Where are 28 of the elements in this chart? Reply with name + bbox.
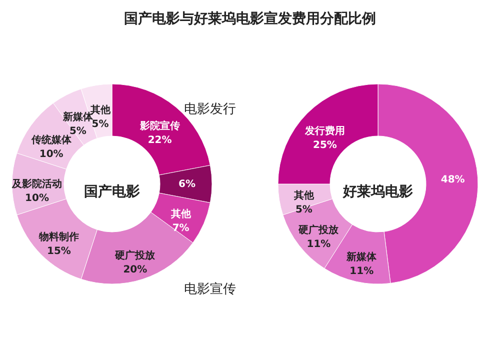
slice-label: 发行费用	[304, 124, 345, 137]
data-label: 10%	[25, 193, 49, 204]
slice-label: 影院宣传	[138, 120, 180, 132]
text: 电影发行	[184, 102, 236, 117]
text: 好莱坞电影	[342, 184, 413, 200]
text: 国产电影	[84, 183, 140, 200]
data-label: 25%	[313, 140, 337, 151]
text: 国产电影与好莱坞电影宣发费用分配比例	[123, 10, 377, 29]
slice-label: 其他	[89, 104, 112, 116]
data-label: 5%	[295, 204, 312, 216]
slice-label: 其他	[292, 190, 315, 202]
slice-label: 其他	[170, 208, 192, 220]
data-label: 48%	[440, 174, 465, 186]
data-label: 20%	[123, 264, 148, 276]
data-label: 7%	[172, 222, 190, 234]
data-label: 22%	[148, 135, 172, 146]
slice-label: 硬广投放	[114, 249, 156, 262]
slice-label: 及影院活动	[11, 178, 62, 190]
data-label: 10%	[39, 148, 64, 160]
data-label: 6%	[178, 179, 196, 190]
data-label: 11%	[306, 238, 331, 250]
data-label: 5%	[92, 118, 109, 130]
data-label: 11%	[350, 266, 374, 278]
slice-label: 硬广投放	[298, 224, 340, 236]
slice-label: 新媒体	[346, 251, 378, 264]
slice-label: 物料制作	[38, 231, 79, 244]
text: 电影宣传	[184, 281, 236, 297]
data-label: 15%	[47, 246, 71, 258]
